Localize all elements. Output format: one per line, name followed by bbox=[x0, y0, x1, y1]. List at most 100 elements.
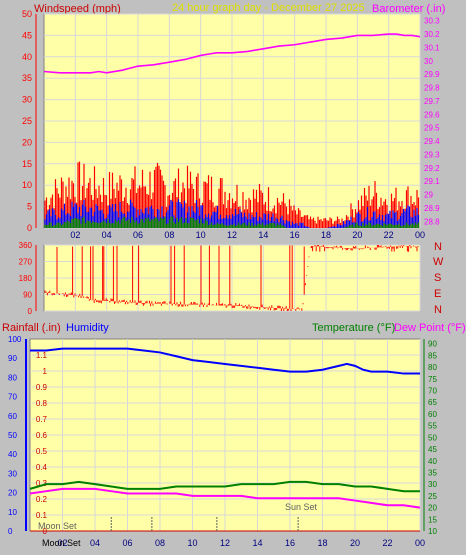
temperature-y-tick-label: 60 bbox=[428, 410, 437, 419]
direction-y-tick-label: 180 bbox=[19, 274, 33, 283]
humidity-x-tick-label: 16 bbox=[285, 538, 295, 548]
temperature-y-tick-label: 80 bbox=[428, 363, 437, 372]
temperature-y-tick-label: 30 bbox=[428, 480, 437, 489]
humidity-y-tick-label: 50 bbox=[8, 431, 17, 440]
wind-y-tick-label: 25 bbox=[22, 116, 32, 126]
wind-y-tick-label: 10 bbox=[22, 180, 32, 190]
wind-x-tick-label: 18 bbox=[321, 230, 331, 240]
wind-y-tick-label: 45 bbox=[22, 30, 32, 40]
compass-label-s: S bbox=[434, 272, 441, 284]
temperature-y-tick-label: 45 bbox=[428, 445, 437, 454]
rain-y-tick-label: 0.4 bbox=[36, 463, 48, 472]
temperature-y-tick-label: 65 bbox=[428, 398, 437, 407]
data-series bbox=[29, 33, 421, 532]
humidity-y-tick-label: 70 bbox=[8, 393, 17, 402]
wind-y-tick-label: 20 bbox=[22, 137, 32, 147]
barometer-y-tick-label: 29.4 bbox=[424, 137, 440, 146]
wind-low-bar-group bbox=[44, 216, 420, 228]
compass-label-n-bottom: N bbox=[434, 304, 442, 316]
temperature-y-tick-label: 20 bbox=[428, 504, 437, 513]
barometer-y-tick-label: 30 bbox=[424, 57, 433, 66]
humidity-y-tick-label: 80 bbox=[8, 373, 17, 382]
humidity-x-tick-label: 06 bbox=[122, 538, 132, 548]
wind-x-tick-label: 06 bbox=[133, 230, 143, 240]
rain-y-tick-label: 0.8 bbox=[36, 399, 48, 408]
humidity-line bbox=[30, 347, 420, 375]
temperature-y-tick-label: 90 bbox=[428, 340, 437, 349]
direction-y-tick-label: 0 bbox=[28, 307, 33, 316]
humidity-y-tick-label: 100 bbox=[8, 335, 22, 344]
barometer-y-tick-label: 29.6 bbox=[424, 110, 440, 119]
barometer-y-tick-label: 29.1 bbox=[424, 177, 440, 186]
humidity-y-tick-label: 40 bbox=[8, 450, 17, 459]
rainfall-axis-title: Rainfall (.in) bbox=[2, 322, 61, 334]
temperature-axis-title: Temperature (°F) bbox=[312, 322, 395, 334]
humidity-x-tick-label: 00 bbox=[415, 538, 425, 548]
rain-y-tick-label: 0.1 bbox=[36, 511, 48, 520]
wind-x-tick-label: 02 bbox=[70, 230, 80, 240]
barometer-y-tick-label: 29.3 bbox=[424, 150, 440, 159]
humidity-y-tick-label: 90 bbox=[8, 354, 17, 363]
barometer-y-tick-label: 28.9 bbox=[424, 204, 440, 213]
humidity-y-tick-label: 10 bbox=[8, 508, 17, 517]
compass-label-n-top: N bbox=[434, 241, 442, 253]
temperature-y-tick-label: 35 bbox=[428, 468, 437, 477]
barometer-y-tick-label: 29.5 bbox=[424, 124, 440, 133]
humidity-x-tick-label: 12 bbox=[220, 538, 230, 548]
barometer-y-tick-label: 30.3 bbox=[424, 17, 440, 26]
humidity-x-tick-label: 18 bbox=[317, 538, 327, 548]
temperature-y-tick-label: 25 bbox=[428, 492, 437, 501]
rain-y-tick-label: 0.7 bbox=[36, 415, 48, 424]
rain-y-tick-label: 0.2 bbox=[36, 495, 48, 504]
humidity-axis-title: Humidity bbox=[66, 322, 109, 334]
humidity-x-tick-label: 08 bbox=[155, 538, 165, 548]
barometer-y-tick-label: 29.8 bbox=[424, 84, 440, 93]
humidity-x-tick-label: 04 bbox=[90, 538, 100, 548]
temperature-y-tick-label: 70 bbox=[428, 387, 437, 396]
compass-label-e: E bbox=[434, 288, 441, 300]
humidity-y-tick-label: 60 bbox=[8, 412, 17, 421]
moon-set-label: Moon Set bbox=[38, 521, 77, 531]
humidity-y-tick-label: 0 bbox=[8, 527, 13, 536]
direction-y-tick-label: 90 bbox=[23, 291, 32, 300]
wind-y-tick-label: 15 bbox=[22, 159, 32, 169]
barometer-y-tick-label: 29.9 bbox=[424, 70, 440, 79]
rain-y-tick-label: 0.5 bbox=[36, 447, 48, 456]
wind-y-tick-label: 50 bbox=[22, 9, 32, 19]
barometer-y-tick-label: 28.8 bbox=[424, 217, 440, 226]
rain-y-tick-label: 0.9 bbox=[36, 383, 48, 392]
wind-y-tick-label: 0 bbox=[27, 223, 32, 233]
dewpoint-axis-title: Dew Point (°F) bbox=[394, 322, 466, 334]
humidity-y-tick-label: 20 bbox=[8, 489, 17, 498]
humidity-y-tick-label: 30 bbox=[8, 469, 17, 478]
barometer-line bbox=[43, 33, 421, 74]
wind-y-tick-label: 5 bbox=[27, 202, 32, 212]
barometer-y-tick-label: 29.2 bbox=[424, 164, 440, 173]
direction-y-tick-label: 360 bbox=[19, 241, 33, 250]
temperature-y-tick-label: 40 bbox=[428, 457, 437, 466]
wind-x-tick-label: 16 bbox=[290, 230, 300, 240]
sun-set-label: Sun Set bbox=[285, 502, 318, 512]
wind-x-tick-label: 12 bbox=[227, 230, 237, 240]
compass-label-w: W bbox=[433, 256, 444, 268]
dewpoint-line bbox=[29, 487, 421, 509]
barometer-y-tick-label: 30.2 bbox=[424, 30, 440, 39]
rain-y-tick-label: 1 bbox=[43, 367, 48, 376]
barometer-y-tick-label: 29.7 bbox=[424, 97, 440, 106]
wind-x-tick-label: 22 bbox=[384, 230, 394, 240]
barometer-y-tick-label: 30.1 bbox=[424, 43, 440, 52]
axis-labels: 0510152025303540455028.828.92929.129.229… bbox=[8, 9, 440, 548]
wind-x-tick-label: 04 bbox=[102, 230, 112, 240]
direction-y-tick-label: 270 bbox=[19, 258, 33, 267]
temperature-y-tick-label: 15 bbox=[428, 515, 437, 524]
barometer-y-tick-label: 29 bbox=[424, 191, 433, 200]
rain-y-tick-label: 0.6 bbox=[36, 431, 48, 440]
humidity-x-tick-label: 10 bbox=[187, 538, 197, 548]
temperature-y-tick-label: 85 bbox=[428, 351, 437, 360]
wind-x-tick-label: 14 bbox=[258, 230, 268, 240]
humidity-x-tick-label: 02 bbox=[57, 538, 67, 548]
wind-x-tick-label: 08 bbox=[164, 230, 174, 240]
temperature-y-tick-label: 75 bbox=[428, 375, 437, 384]
wind-y-tick-label: 35 bbox=[22, 73, 32, 83]
